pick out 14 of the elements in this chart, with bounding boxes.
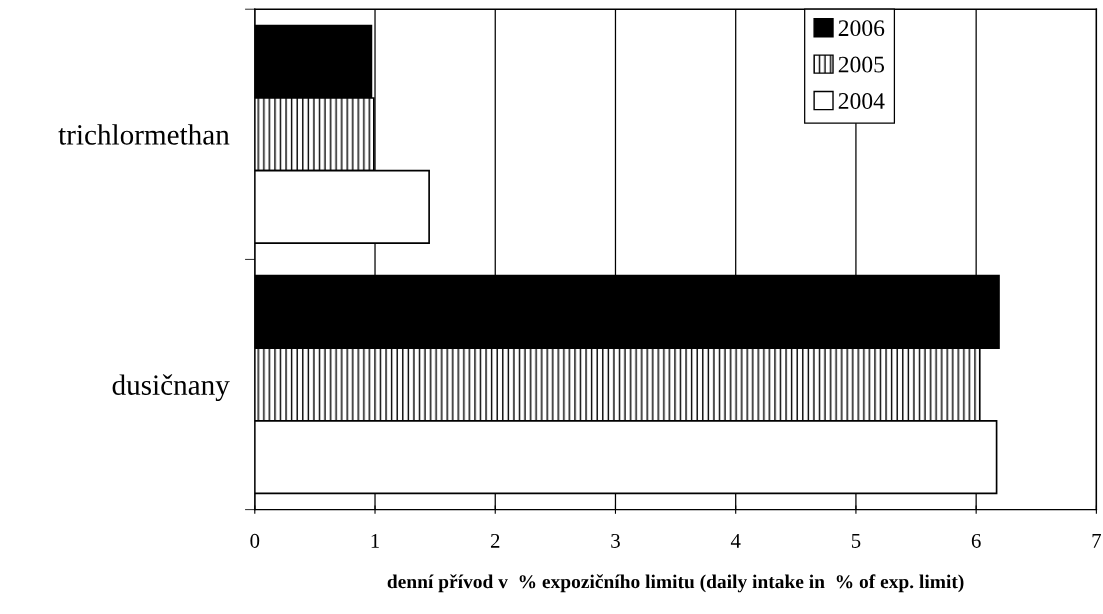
x-tick-label: 5 <box>851 534 861 548</box>
y-tick-label: dusičnany <box>112 374 230 401</box>
legend-label: 2004 <box>838 93 885 109</box>
x-tick-label: 7 <box>1092 534 1101 548</box>
x-tick-label: 3 <box>611 533 620 548</box>
x-axis-title: denní přívod v % expozičního limitu (daily intake in % of exp. limit) <box>387 574 964 593</box>
y-tick-label: trichlormethan <box>58 124 230 145</box>
x-tick-label: 6 <box>971 533 981 548</box>
legend-label: 2006 <box>838 20 885 37</box>
x-tick-label: 0 <box>250 533 260 548</box>
x-tick-label: 2 <box>490 533 500 548</box>
x-tick-label: 1 <box>371 533 379 548</box>
legend-label: 2005 <box>838 56 885 73</box>
x-tick-label: 4 <box>730 533 741 548</box>
